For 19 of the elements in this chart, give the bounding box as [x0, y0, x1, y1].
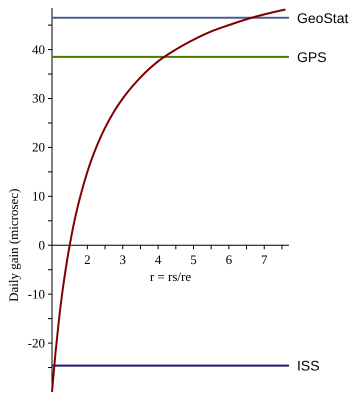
- y-tick-label: 40: [32, 42, 45, 57]
- y-tick-label: 20: [32, 140, 45, 155]
- line-series: [51, 8, 286, 393]
- y-tick-label: -20: [28, 335, 45, 350]
- x-axis-title: r = rs/re: [150, 269, 192, 284]
- ref-line-label: GPS: [297, 48, 327, 65]
- y-tick-label: -10: [28, 286, 45, 302]
- x-tick-label: 2: [84, 252, 91, 267]
- x-tick-label: 4: [154, 252, 162, 267]
- y-tick-label: 30: [32, 90, 45, 106]
- x-tick-label: 3: [119, 252, 126, 267]
- ref-line-label: GeoStat: [297, 10, 348, 26]
- y-tick-label: 0: [38, 237, 45, 252]
- x-tick-label: 7: [260, 252, 268, 267]
- x-tick-label: 5: [190, 252, 197, 267]
- ref-line-label: ISS: [297, 358, 320, 374]
- x-tick-label: 6: [226, 252, 233, 267]
- y-axis-title: Daily gain (microsec): [6, 188, 21, 302]
- y-tick-label: 10: [32, 188, 45, 204]
